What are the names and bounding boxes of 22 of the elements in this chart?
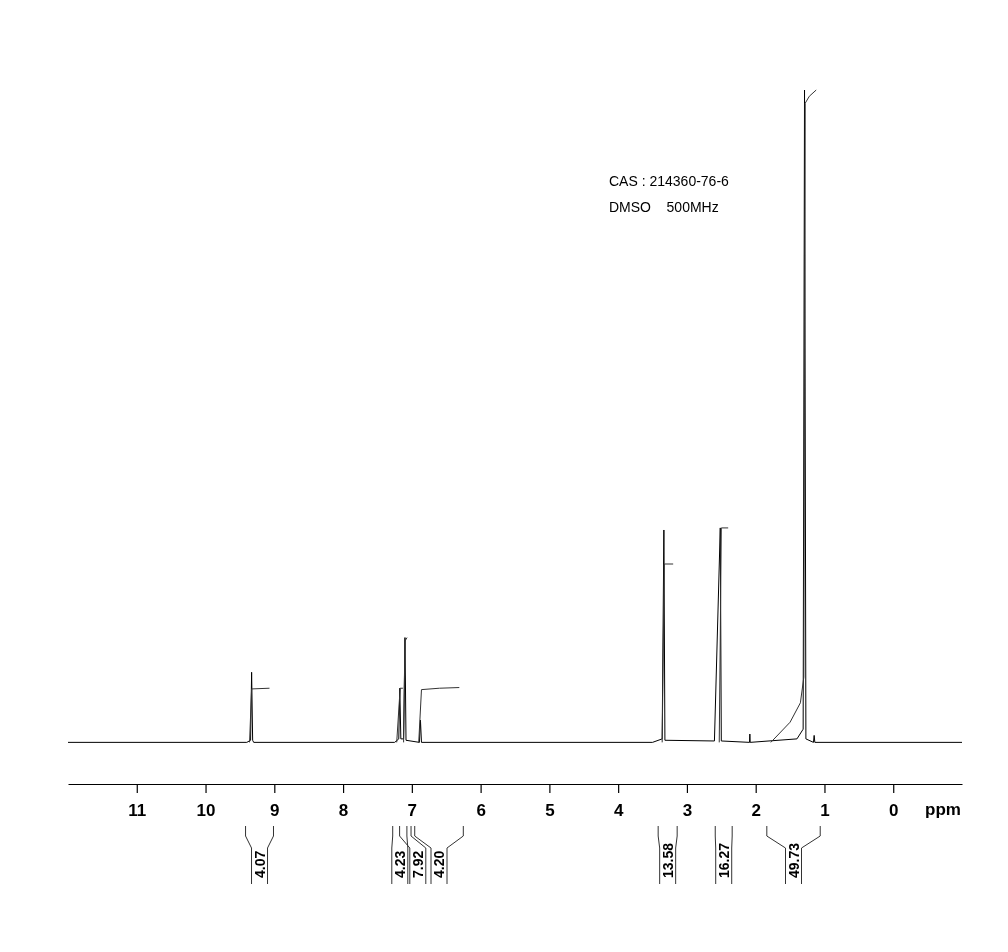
- annotation: CAS : 214360-76-6: [609, 173, 730, 189]
- text: 13.58: [659, 842, 676, 878]
- text: 16.27: [715, 842, 732, 878]
- text: 7.92: [409, 850, 426, 878]
- x-tick-label: 2: [751, 801, 761, 821]
- x-tick-label: 6: [476, 801, 486, 821]
- x-tick-label: 10: [196, 801, 216, 821]
- x-tick-label: 11: [128, 801, 147, 821]
- x-tick-label: 5: [545, 801, 555, 821]
- x-tick-label: 3: [682, 801, 693, 821]
- x-tick-label: 7: [407, 801, 418, 821]
- text: 4.20: [431, 850, 448, 878]
- x-tick-label: 1: [820, 801, 830, 821]
- x-tick-label: 4: [613, 801, 624, 821]
- x-tick-label: 0: [889, 801, 899, 821]
- annotation: DMSO 500MHz: [609, 199, 719, 215]
- x-axis-title: ppm: [925, 800, 961, 819]
- text: 4.23: [391, 850, 408, 878]
- x-tick-label: 9: [270, 801, 280, 821]
- x-tick-label: 8: [338, 801, 349, 821]
- text: 4.07: [251, 850, 268, 878]
- text: 49.73: [785, 842, 802, 878]
